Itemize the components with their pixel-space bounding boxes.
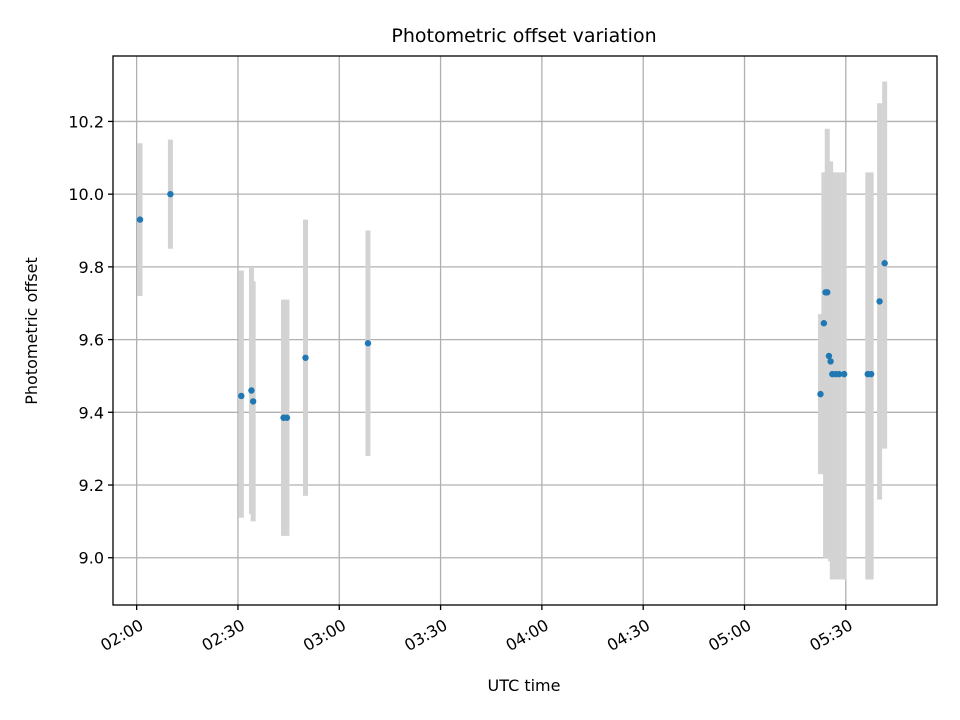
- x-tick-label: 02:30: [199, 615, 248, 655]
- x-tick-label: 05:00: [705, 615, 754, 655]
- data-point: [817, 390, 824, 398]
- error-bars: [137, 81, 888, 580]
- data-point: [238, 392, 245, 400]
- x-tick-label: 04:30: [604, 615, 653, 655]
- data-point: [364, 340, 372, 347]
- x-tick-label: 05:30: [806, 615, 855, 655]
- data-point: [824, 289, 831, 296]
- data-point: [840, 370, 848, 378]
- data-point: [167, 190, 174, 198]
- data-point: [302, 354, 309, 361]
- data-point: [827, 358, 834, 365]
- data-point: [881, 260, 888, 267]
- y-tick-label: 9.0: [79, 549, 104, 568]
- y-tick-label: 10.0: [68, 185, 104, 204]
- x-tick-label: 03:30: [401, 615, 450, 655]
- x-tick-label: 03:00: [300, 615, 349, 655]
- y-tick-label: 9.2: [79, 476, 104, 495]
- data-point: [876, 298, 883, 305]
- data-point: [835, 370, 843, 378]
- data-points: [136, 190, 888, 421]
- chart-title: Photometric offset variation: [391, 25, 656, 47]
- data-point: [249, 398, 257, 405]
- data-point: [283, 414, 291, 421]
- x-axis: 02:00 02:30 03:00 03:30 04:00 04:30 05:00 05:30: [97, 605, 856, 655]
- y-axis: 9.0 9.2 9.4 9.6 9.8 10.0 10.2: [68, 112, 113, 568]
- data-point: [820, 320, 828, 327]
- plot-frame: [112, 55, 938, 606]
- y-axis-title: Photometric offset: [22, 257, 41, 405]
- grid-lines: [113, 56, 937, 605]
- x-tick-label: 02:00: [97, 615, 146, 655]
- y-tick-label: 9.4: [79, 403, 104, 422]
- x-axis-title: UTC time: [488, 676, 561, 695]
- y-tick-label: 9.8: [79, 258, 104, 277]
- data-point: [136, 216, 144, 223]
- data-point: [867, 370, 875, 378]
- y-tick-label: 10.2: [68, 112, 104, 131]
- data-point: [248, 387, 255, 394]
- data-point: [825, 352, 833, 360]
- y-tick-label: 9.6: [79, 331, 104, 350]
- x-tick-label: 04:00: [502, 615, 551, 655]
